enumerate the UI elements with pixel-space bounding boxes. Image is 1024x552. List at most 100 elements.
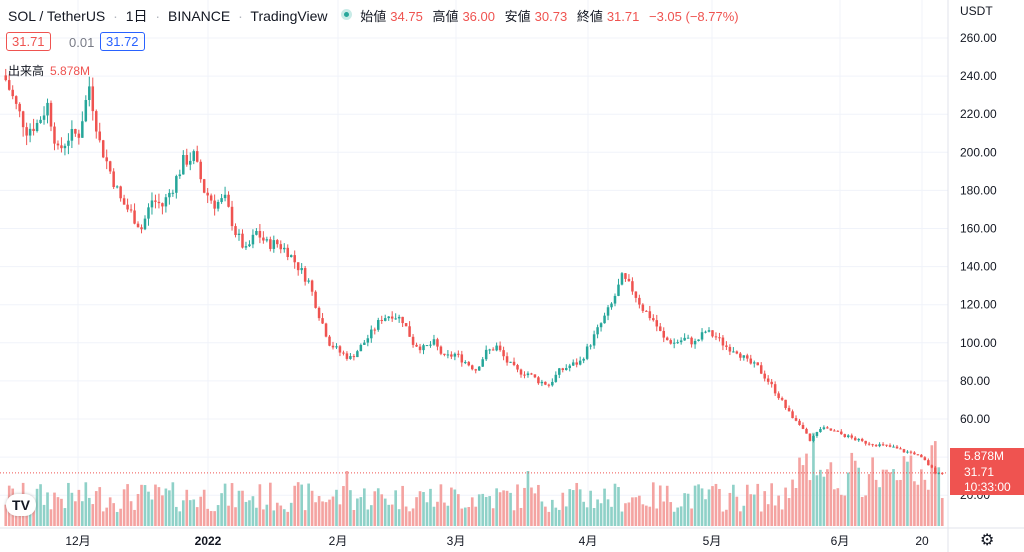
candle-body [627, 278, 631, 282]
volume-bar [568, 489, 572, 526]
candle-body [739, 353, 742, 358]
candle-body [307, 280, 310, 282]
interval-label[interactable]: 1日 [125, 8, 148, 24]
candle-body [610, 303, 613, 308]
volume-bar [394, 490, 397, 526]
volume-bar [906, 461, 909, 526]
volume-bar [425, 502, 429, 526]
volume-bar [32, 505, 35, 526]
candle-body [641, 304, 645, 311]
candle-body [345, 353, 349, 359]
candle-body [220, 198, 223, 202]
candle-body [833, 430, 836, 432]
volume-bar [881, 469, 885, 526]
candle-body [495, 345, 498, 351]
y-tick-label: 260.00 [960, 31, 997, 45]
volume-bar [300, 484, 303, 526]
candle-body [523, 374, 526, 376]
candle-body [182, 154, 185, 175]
volume-bar [369, 505, 373, 526]
candle-body [815, 432, 819, 436]
volume-bar [363, 488, 366, 526]
bid-price-button[interactable]: 31.71 [6, 32, 51, 51]
candle-body [370, 329, 373, 339]
volume-bar [843, 495, 847, 526]
volume-bar [833, 489, 836, 526]
candle-body [822, 427, 826, 430]
candle-body [321, 318, 324, 324]
volume-bar [74, 501, 77, 526]
candle-body [749, 358, 753, 364]
volume-bar [223, 483, 227, 526]
volume-bar [707, 489, 711, 526]
volume-bar [484, 496, 488, 526]
volume-bar [56, 497, 60, 526]
volume-bar [77, 489, 81, 526]
candle-body [850, 435, 853, 438]
candle-body [763, 373, 766, 379]
ask-price-button[interactable]: 31.72 [100, 32, 145, 51]
candle-body [401, 316, 404, 324]
candle-body [477, 366, 481, 371]
volume-bar [213, 511, 216, 526]
candle-body [206, 192, 209, 196]
candle-body [289, 255, 293, 257]
candle-body [168, 192, 171, 198]
volume-bar [850, 452, 854, 526]
volume-bar [206, 508, 209, 526]
volume-bar [35, 488, 39, 526]
candle-body [269, 239, 272, 249]
candle-body [874, 445, 878, 447]
candle-body [648, 311, 652, 319]
volume-bar [310, 490, 314, 526]
volume-bar [470, 497, 474, 526]
candle-body [84, 100, 88, 122]
volume-bar [67, 482, 70, 526]
volume-bar [909, 455, 913, 526]
volume-bar [773, 505, 777, 526]
volume-bar [488, 496, 491, 526]
tradingview-logo-icon[interactable]: TV [6, 494, 36, 516]
spread-value: 0.01 [69, 35, 95, 50]
close-label: 終値 [576, 9, 603, 24]
candle-body [714, 336, 718, 338]
candle-body [255, 230, 258, 235]
candle-body [819, 429, 822, 433]
volume-bar [443, 502, 446, 526]
candle-body [592, 334, 596, 346]
candle-body [829, 428, 833, 431]
volume-bar [171, 482, 175, 526]
volume-bar [641, 504, 645, 526]
candle-body [599, 323, 603, 328]
candle-body [766, 378, 770, 382]
candle-body [606, 307, 610, 316]
volume-bar [230, 483, 234, 526]
volume-bar [937, 467, 941, 526]
volume-bar [888, 472, 892, 526]
candle-body [669, 340, 672, 344]
candle-body [133, 210, 136, 224]
volume-bar [665, 485, 669, 526]
volume-bar [457, 494, 460, 526]
candle-body [902, 449, 906, 453]
volume-bar [63, 508, 67, 526]
volume-bar [874, 479, 878, 526]
volume-bar [540, 501, 544, 526]
low-value: 30.73 [534, 9, 568, 24]
volume-bar [801, 465, 805, 526]
candle-body [808, 433, 812, 441]
volume-bar [812, 432, 815, 526]
candle-body [934, 467, 937, 474]
volume-bar [331, 496, 335, 526]
volume-bar [4, 504, 8, 526]
symbol-name[interactable]: SOL / TetherUS [8, 8, 106, 24]
gear-icon[interactable]: ⚙ [980, 532, 995, 549]
volume-bar [798, 457, 801, 526]
candle-body [690, 337, 693, 345]
candle-body [352, 356, 356, 358]
volume-bar [112, 503, 115, 526]
countdown-tag: 10:33:00 [950, 479, 1024, 495]
volume-bar [411, 508, 415, 526]
